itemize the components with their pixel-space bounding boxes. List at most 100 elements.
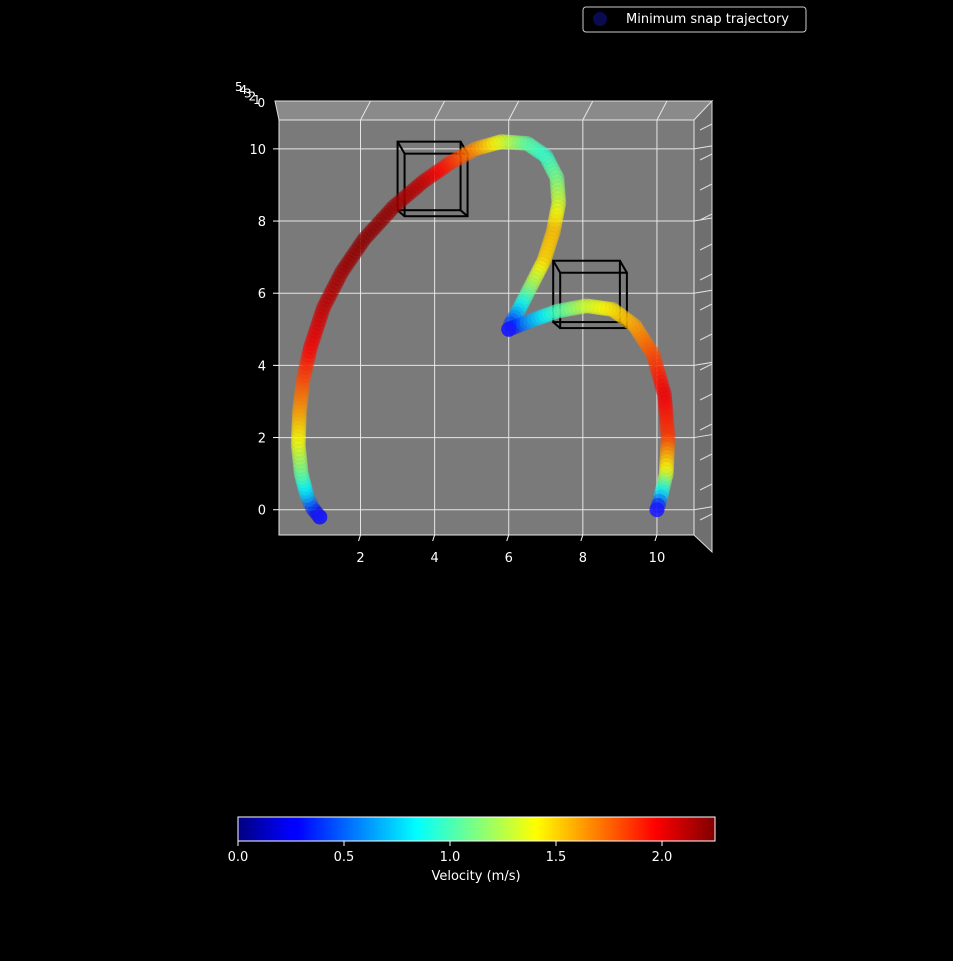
trajectory-point	[302, 339, 318, 355]
trajectory-point	[543, 231, 559, 247]
y-grid-line-side	[693, 145, 713, 150]
trajectory-point	[649, 358, 665, 374]
trajectory-point	[653, 374, 669, 390]
trajectory-point	[456, 147, 472, 163]
waypoint	[312, 509, 328, 525]
trajectory-point	[532, 144, 548, 160]
trajectory-point	[660, 430, 676, 446]
trajectory-point	[347, 244, 363, 260]
x-tick-mark	[654, 534, 658, 542]
trajectory-point	[522, 138, 538, 154]
trajectory-point	[293, 466, 309, 482]
obstacle-face-back	[396, 140, 462, 212]
trajectory-point	[435, 160, 451, 176]
trajectory-point	[295, 372, 311, 388]
trajectory-point	[654, 378, 670, 394]
trajectory-point	[527, 271, 543, 287]
trajectory-point	[464, 143, 480, 159]
trajectory-point	[633, 327, 649, 343]
trajectory-point	[523, 313, 539, 329]
obstacle-edge	[619, 260, 628, 274]
trajectory-point	[301, 492, 317, 508]
trajectory-point	[657, 394, 673, 410]
trajectory-point	[541, 238, 557, 254]
trajectory-point	[445, 153, 461, 169]
trajectory-point	[593, 300, 609, 316]
trajectory-point	[432, 162, 448, 178]
trajectory-point	[516, 316, 532, 332]
trajectory-point	[479, 138, 494, 154]
trajectory-point	[315, 300, 331, 316]
trajectory-point	[550, 191, 566, 207]
trajectory-point	[519, 314, 535, 330]
z-tick-label: 4	[240, 83, 248, 97]
x-grid-line-back	[508, 100, 520, 121]
trajectory-point	[362, 225, 378, 241]
trajectory-point	[302, 343, 318, 359]
trajectory-point	[291, 404, 307, 420]
trajectory-point	[567, 300, 583, 316]
trajectory-point	[650, 362, 666, 378]
trajectory-point	[659, 418, 675, 434]
trajectory-point	[539, 242, 555, 258]
trajectory-point	[645, 347, 661, 363]
trajectory-point	[659, 442, 675, 458]
trajectory-point	[657, 398, 673, 414]
trajectory-point	[292, 396, 308, 412]
trajectory-point	[525, 140, 541, 156]
trajectory-point	[655, 382, 671, 398]
z-tick-label: 2	[249, 90, 257, 104]
trajectory-point	[321, 289, 337, 305]
trajectory-point	[482, 137, 498, 153]
trajectory-point	[336, 260, 352, 276]
trajectory-point	[475, 139, 491, 155]
trajectory-point	[551, 195, 567, 211]
obstacle-boxes	[396, 140, 628, 330]
trajectory-point	[512, 300, 528, 316]
trajectory-point	[540, 152, 556, 168]
trajectory-point	[523, 278, 539, 294]
trajectory-point	[486, 136, 502, 152]
trajectory-point	[325, 282, 341, 298]
trajectory-point	[641, 340, 657, 356]
trajectory-point	[627, 318, 643, 334]
trajectory-point	[545, 163, 561, 179]
x-grid-line-back	[360, 100, 371, 121]
trajectory-point	[620, 313, 636, 329]
depth-tick-mark	[699, 153, 713, 161]
depth-tick-mark	[699, 393, 713, 401]
trajectory-point	[294, 380, 310, 396]
trajectory-point	[519, 135, 535, 151]
trajectory-point	[386, 199, 402, 215]
back-right-pane	[693, 99, 713, 554]
legend-marker	[593, 12, 607, 26]
trajectory-point	[493, 134, 509, 150]
trajectory-point	[295, 473, 311, 489]
obstacle-box	[552, 259, 628, 330]
trajectory-point	[296, 368, 312, 384]
trajectory-point	[656, 473, 672, 489]
colorbar-tick-label: 2.0	[652, 850, 673, 865]
x-tick-label: 2	[356, 551, 364, 566]
x-tick-mark	[358, 534, 361, 542]
legend: Minimum snap trajectory	[582, 6, 807, 33]
trajectory-point	[296, 476, 312, 492]
trajectory-point	[521, 282, 537, 298]
trajectory-point	[639, 337, 655, 353]
y-grid-line-side	[693, 506, 713, 511]
trajectory-point	[291, 445, 307, 461]
trajectory-point	[538, 148, 554, 164]
trajectory-point	[537, 249, 553, 265]
trajectory-point	[597, 300, 613, 316]
trajectory-point	[611, 306, 627, 322]
trajectory-point	[508, 135, 524, 151]
trajectory-point	[529, 267, 545, 283]
y-tick-label: 2	[258, 432, 266, 447]
trajectory-point	[291, 416, 307, 432]
y-grid-line-side	[693, 217, 713, 222]
trajectory-point	[534, 256, 550, 272]
trajectory-point	[407, 181, 423, 197]
trajectory-point	[608, 304, 624, 320]
obstacle-edge	[619, 321, 628, 329]
trajectory-point	[536, 253, 552, 269]
